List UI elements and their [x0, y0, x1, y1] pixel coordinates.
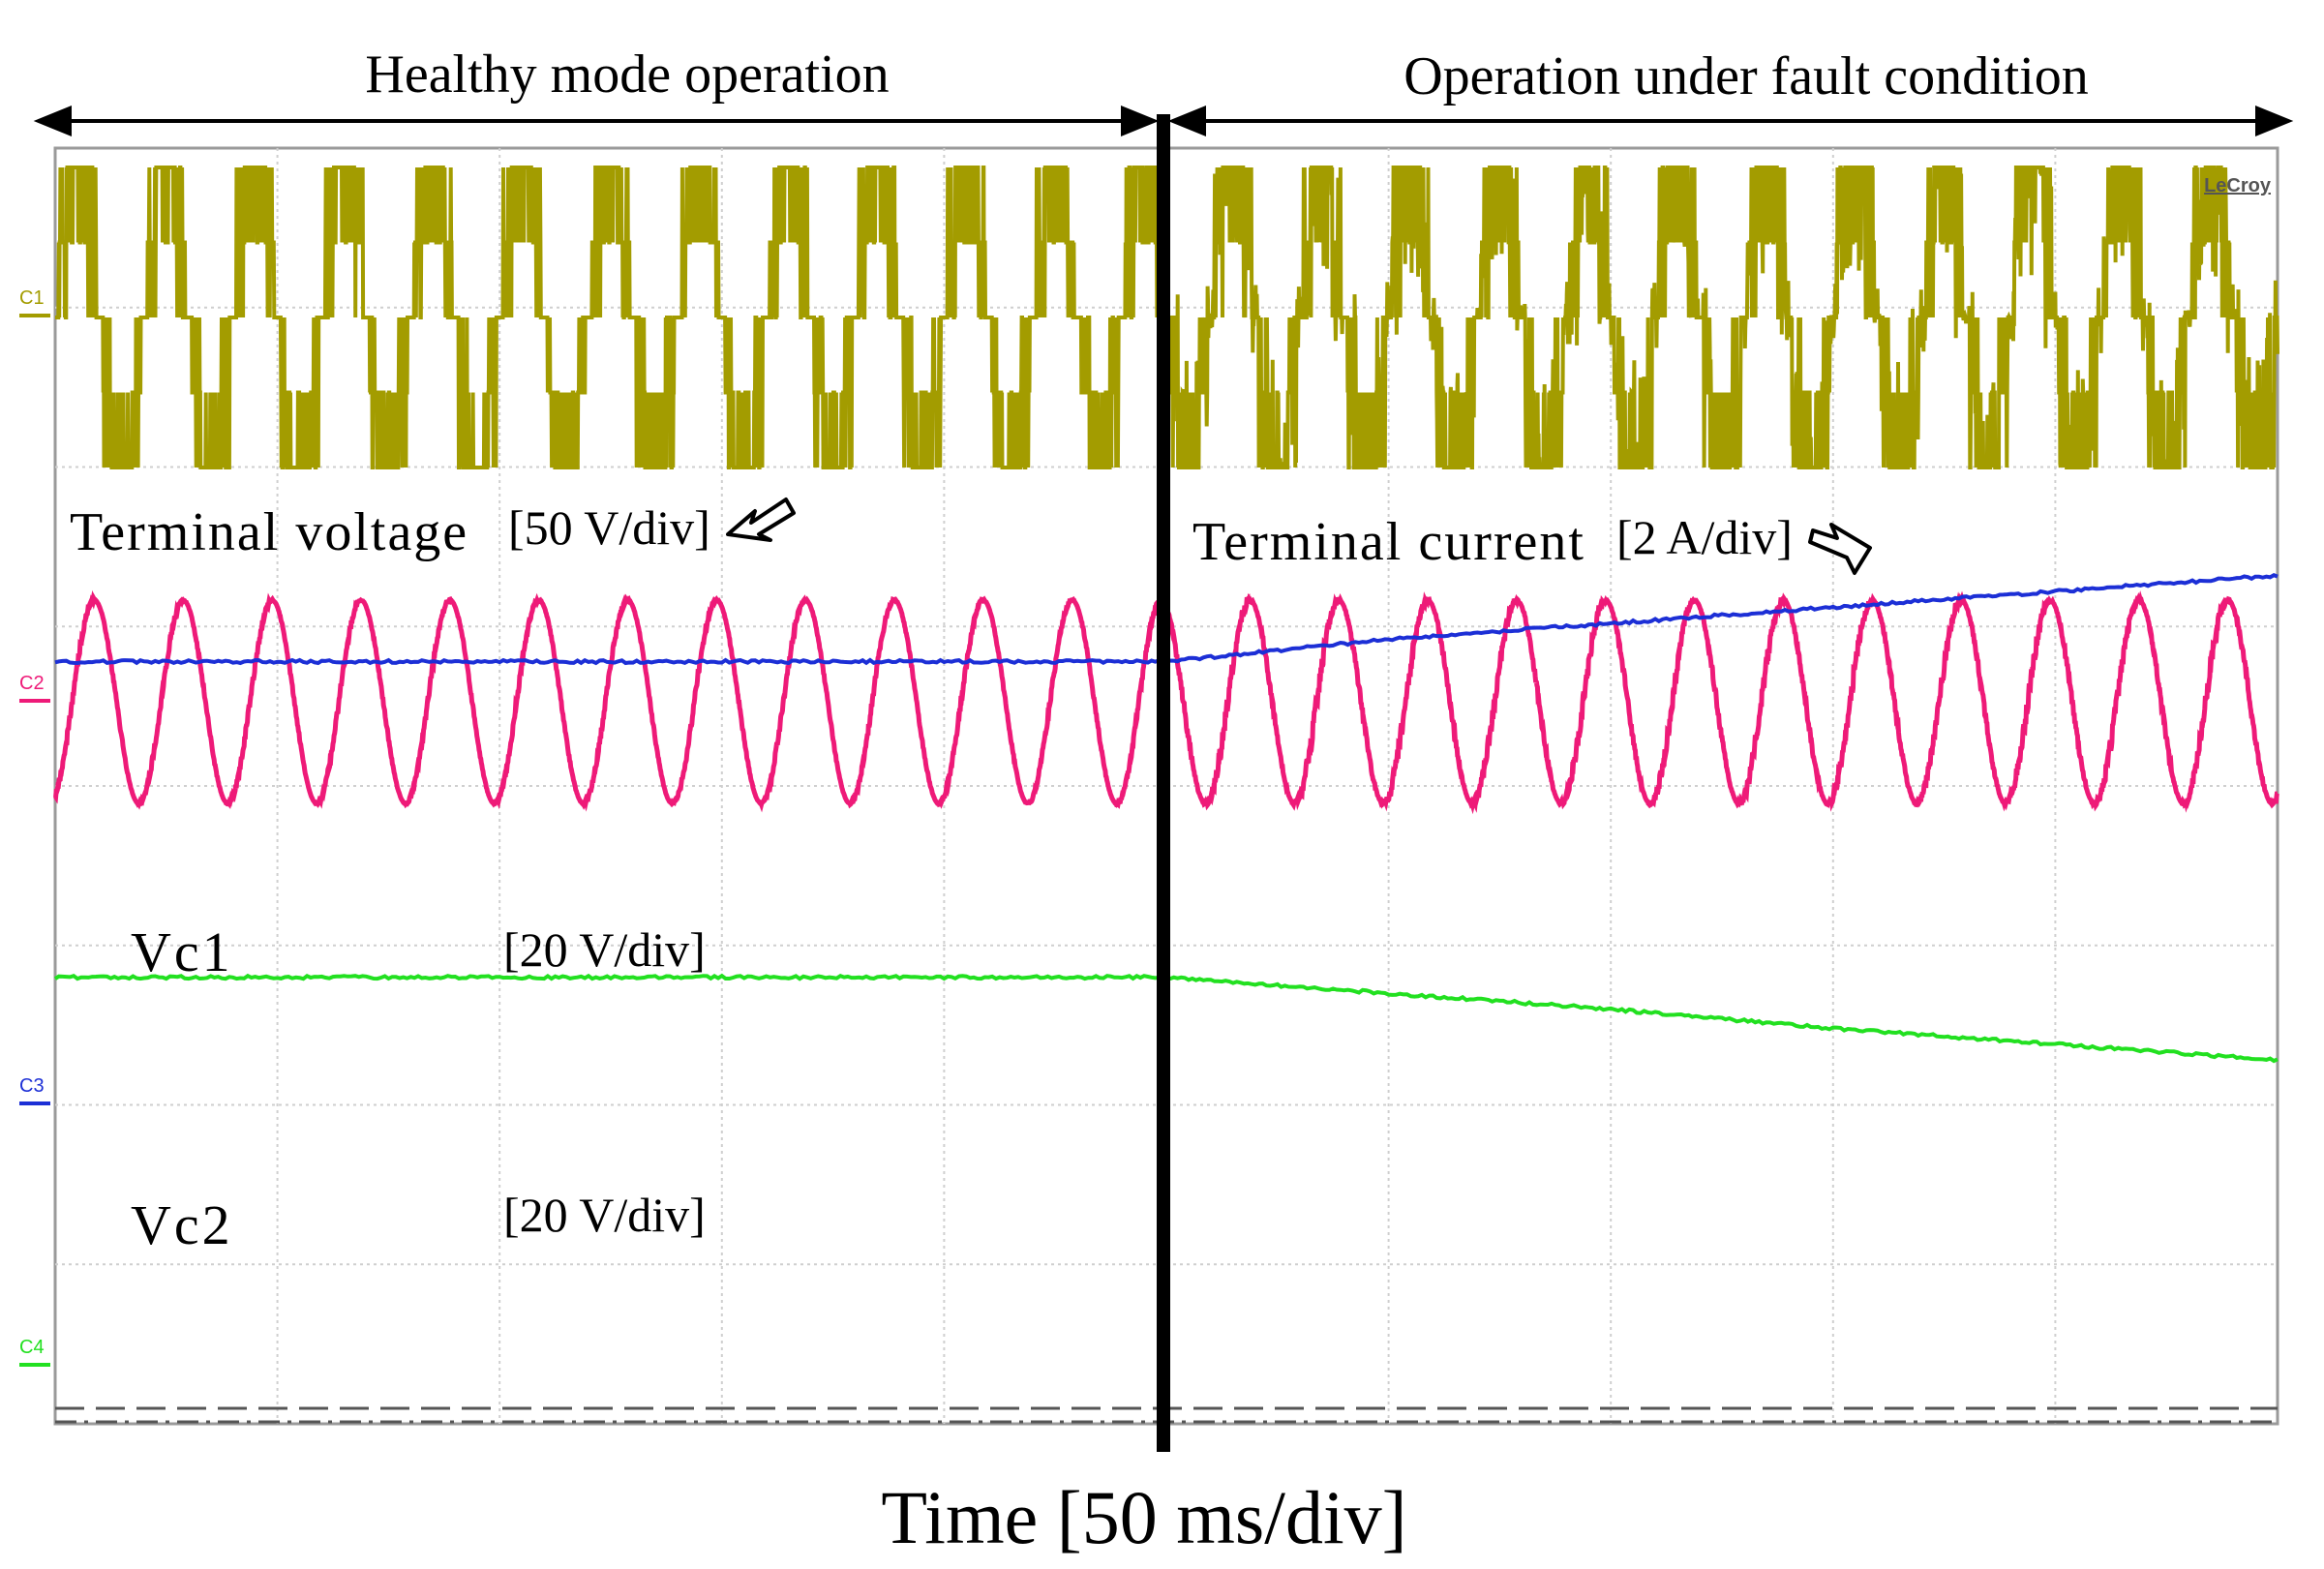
fault-condition-label: Operation under fault condition — [1403, 46, 2089, 106]
healthy-mode-label: Healthy mode operation — [365, 45, 889, 105]
vc2-label: Vc2 — [131, 1193, 233, 1256]
svg-text:C4: C4 — [19, 1337, 45, 1358]
terminal-voltage-scale: [50 V/div] — [508, 500, 710, 555]
x-axis-label: Time [50 ms/div] — [881, 1475, 1406, 1559]
terminal-voltage-label: Terminal voltage — [70, 502, 468, 562]
current-pointer-arrow-icon — [1808, 523, 1872, 575]
terminal-current-label: Terminal current — [1192, 512, 1585, 572]
terminal-current-scale: [2 A/div] — [1616, 510, 1793, 564]
vc1-scale: [20 V/div] — [503, 922, 706, 977]
channel-tag-c4: C4 — [19, 1337, 50, 1367]
svg-text:C2: C2 — [19, 673, 45, 694]
fault-span-arrow — [1167, 106, 2294, 136]
svg-text:C1: C1 — [19, 287, 45, 309]
vc1-label: Vc1 — [131, 920, 233, 983]
channel-tag-c3: C3 — [19, 1075, 50, 1105]
svg-text:C3: C3 — [19, 1075, 45, 1097]
channel-tag-c1: C1 — [19, 287, 50, 317]
healthy-span-arrow — [33, 106, 1160, 136]
lecroy-brand: LeCroy — [2204, 175, 2272, 196]
channel-tag-c2: C2 — [19, 673, 50, 703]
voltage-pointer-arrow-icon — [726, 498, 796, 542]
vc2-scale: [20 V/div] — [503, 1188, 706, 1242]
